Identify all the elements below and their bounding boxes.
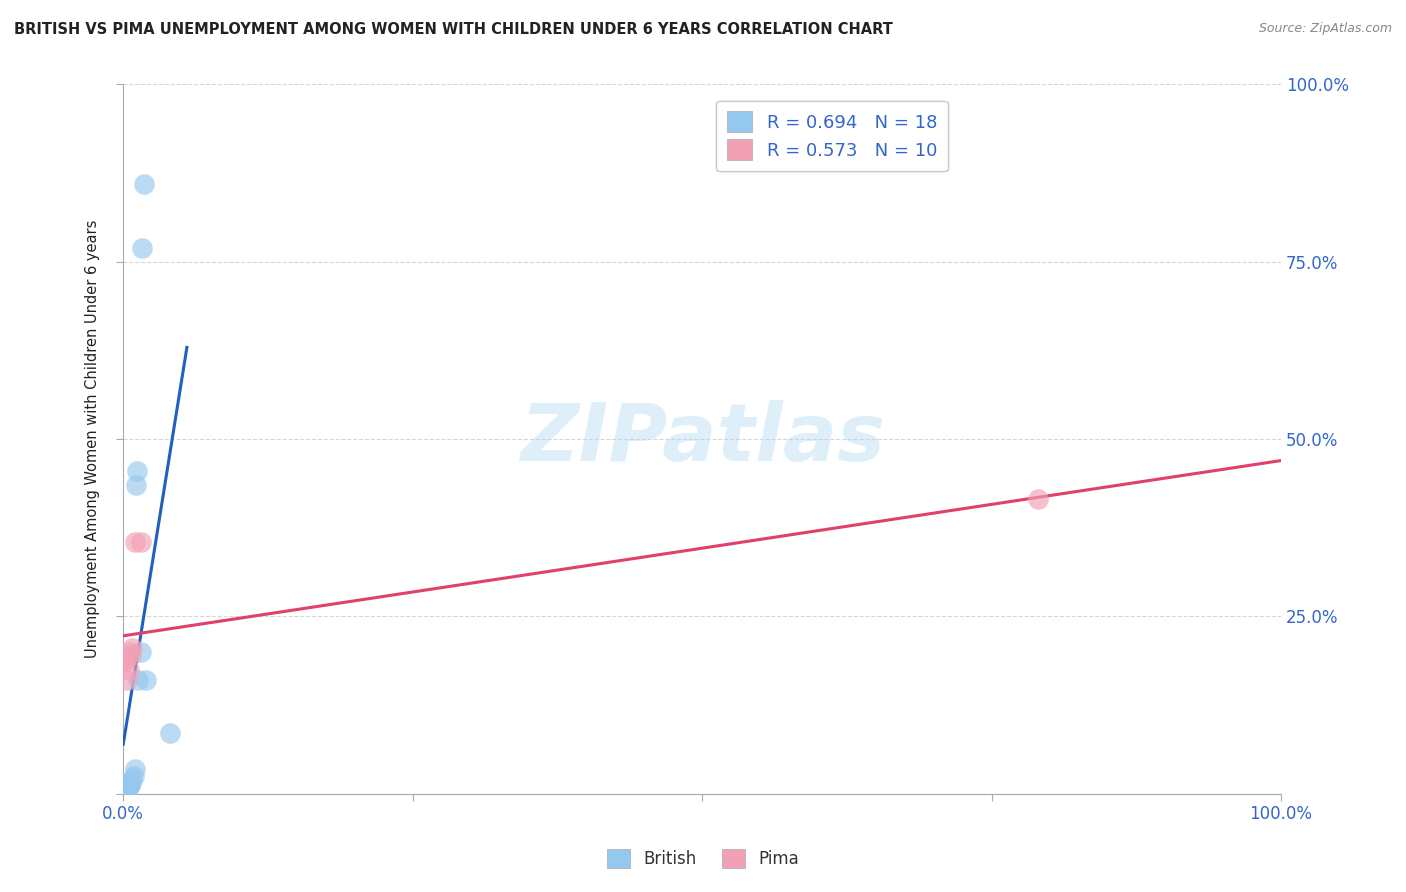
Text: ZIPatlas: ZIPatlas: [520, 400, 884, 478]
Legend: British, Pima: British, Pima: [600, 842, 806, 875]
Point: [127, 464, 149, 478]
Point: [115, 673, 138, 688]
Point: [112, 780, 135, 794]
Point: [120, 645, 142, 659]
Point: [112, 656, 135, 670]
Point: [132, 177, 155, 191]
Legend: R = 0.694   N = 18, R = 0.573   N = 10: R = 0.694 N = 18, R = 0.573 N = 10: [716, 101, 948, 171]
Point: [129, 645, 152, 659]
Point: [125, 478, 148, 492]
Point: [131, 241, 153, 255]
Point: [118, 780, 141, 794]
Point: [120, 776, 142, 790]
Point: [118, 663, 141, 677]
Point: [124, 535, 146, 549]
Text: BRITISH VS PIMA UNEMPLOYMENT AMONG WOMEN WITH CHILDREN UNDER 6 YEARS CORRELATION: BRITISH VS PIMA UNEMPLOYMENT AMONG WOMEN…: [14, 22, 893, 37]
Point: [1026, 492, 1049, 507]
Point: [121, 641, 143, 656]
Point: [127, 673, 149, 688]
Point: [120, 648, 142, 663]
Point: [117, 778, 139, 792]
Point: [124, 762, 146, 776]
Point: [159, 726, 181, 740]
Point: [114, 652, 136, 666]
Point: [129, 535, 152, 549]
Y-axis label: Unemployment Among Women with Children Under 6 years: Unemployment Among Women with Children U…: [86, 219, 100, 658]
Point: [135, 673, 157, 688]
Point: [121, 772, 143, 787]
Point: [122, 769, 145, 783]
Point: [120, 778, 142, 792]
Point: [115, 780, 138, 794]
Text: Source: ZipAtlas.com: Source: ZipAtlas.com: [1258, 22, 1392, 36]
Point: [114, 776, 136, 790]
